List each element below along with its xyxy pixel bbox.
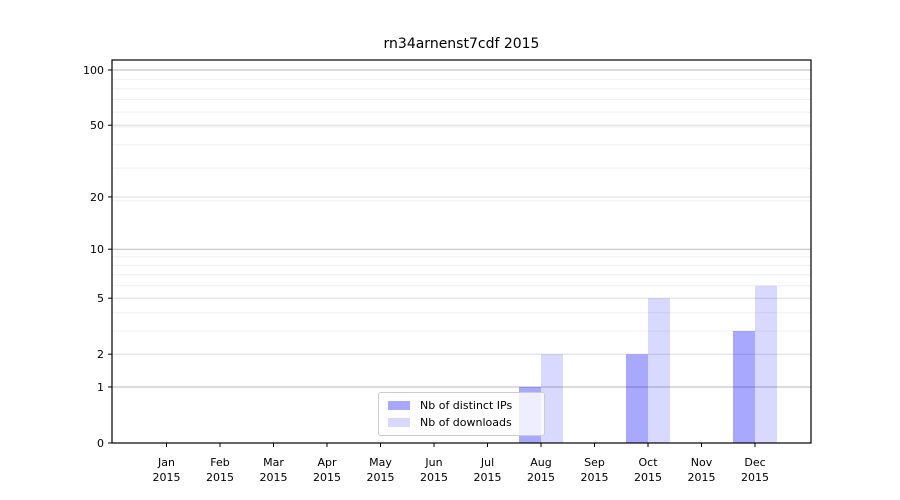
x-tick-label-year-jan: 2015 (153, 471, 181, 484)
legend-swatch-distinct-ips-icon (388, 401, 410, 411)
legend-swatch-downloads-icon (388, 417, 410, 427)
x-tick-label-month-jun: Jun (424, 456, 442, 469)
x-tick-label-year-feb: 2015 (206, 471, 234, 484)
bar-downloads-dec (755, 285, 777, 443)
x-tick-label-month-nov: Nov (691, 456, 713, 469)
x-tick-label-year-oct: 2015 (634, 471, 662, 484)
x-tick-label-year-may: 2015 (367, 471, 395, 484)
x-tick-label-year-nov: 2015 (688, 471, 716, 484)
legend-item-distinct-ips: Nb of distinct IPs (388, 399, 535, 412)
legend-label-downloads: Nb of downloads (420, 415, 512, 429)
x-tick-label-year-sep: 2015 (581, 471, 609, 484)
x-tick-label-month-mar: Mar (263, 456, 284, 469)
x-tick-label-month-oct: Oct (638, 456, 658, 469)
x-tick-label-month-aug: Aug (530, 456, 551, 469)
x-tick-label-year-dec: 2015 (741, 471, 769, 484)
x-tick-label-month-sep: Sep (584, 456, 605, 469)
plot-border (111, 59, 812, 444)
y-tick-label-0: 0 (97, 437, 104, 450)
chart-title: rn34arnenst7cdf 2015 (383, 36, 540, 52)
x-tick-label-year-apr: 2015 (313, 471, 341, 484)
bar-downloads-aug (541, 354, 563, 443)
x-tick-label-year-aug: 2015 (527, 471, 555, 484)
x-tick-label-year-mar: 2015 (260, 471, 288, 484)
x-tick-label-month-jan: Jan (157, 456, 175, 469)
y-tick-label-1: 1 (97, 381, 104, 394)
x-tick-label-month-apr: Apr (317, 456, 337, 469)
x-tick-label-year-jul: 2015 (474, 471, 502, 484)
y-tick-label-100: 100 (83, 64, 104, 77)
x-tick-label-month-may: May (369, 456, 392, 469)
bar-downloads-oct (648, 298, 670, 443)
y-tick-label-10: 10 (90, 243, 104, 256)
x-tick-label-month-feb: Feb (210, 456, 229, 469)
x-tick-label-month-dec: Dec (744, 456, 765, 469)
bar-distinct-ips-oct (626, 354, 648, 443)
legend-item-downloads: Nb of downloads (388, 416, 535, 429)
legend-label-distinct-ips: Nb of distinct IPs (420, 399, 513, 413)
y-tick-label-2: 2 (97, 348, 104, 361)
x-tick-label-month-jul: Jul (480, 456, 494, 469)
y-tick-label-5: 5 (97, 292, 104, 305)
y-tick-label-50: 50 (90, 119, 104, 132)
x-tick-label-year-jun: 2015 (420, 471, 448, 484)
y-tick-label-20: 20 (90, 191, 104, 204)
bar-distinct-ips-dec (733, 330, 755, 443)
legend: Nb of distinct IPs Nb of downloads (378, 392, 545, 436)
